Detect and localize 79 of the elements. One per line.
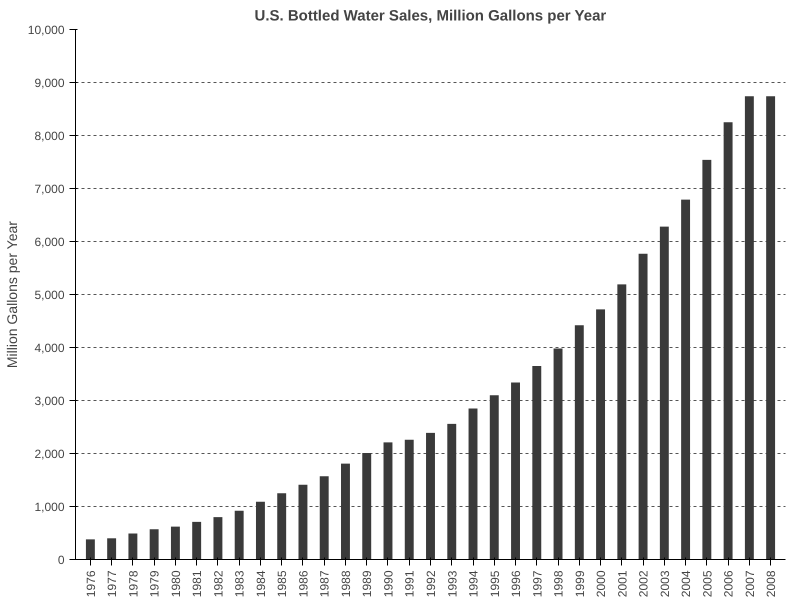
- x-tick-label: 1993: [445, 570, 460, 598]
- bar: [744, 96, 754, 560]
- bar: [170, 526, 180, 560]
- x-tick-label: 1982: [211, 570, 226, 598]
- x-tick-label: 2007: [742, 570, 757, 598]
- x-tick-label: 1987: [318, 570, 332, 598]
- x-tick-label: 1999: [572, 570, 587, 598]
- bar: [660, 226, 669, 560]
- y-tick-label: 3,000: [34, 394, 65, 408]
- x-tick-label: 1989: [360, 570, 374, 598]
- bar: [702, 160, 712, 560]
- x-tick-label: 1986: [296, 570, 310, 598]
- bar: [320, 476, 329, 560]
- bar: [532, 366, 542, 560]
- bar: [596, 309, 606, 560]
- y-tick-label: 4,000: [34, 341, 65, 355]
- y-tick-label: 0: [58, 553, 65, 567]
- bar: [150, 529, 159, 560]
- y-tick-label: 9,000: [34, 76, 65, 90]
- bar: [192, 522, 202, 560]
- bar: [724, 122, 733, 560]
- bar: [404, 440, 414, 560]
- x-tick-label: 1985: [275, 570, 290, 598]
- bar: [468, 408, 478, 560]
- x-tick-label: 1998: [552, 570, 566, 598]
- bar: [766, 96, 776, 560]
- x-tick-label: 1992: [424, 570, 438, 598]
- x-tick-label: 1997: [530, 570, 544, 598]
- y-tick-label: 6,000: [34, 235, 65, 249]
- bar: [107, 538, 116, 560]
- y-tick-label: 1,000: [34, 500, 65, 514]
- x-tick-label: 1996: [509, 570, 524, 598]
- bar: [447, 424, 456, 560]
- x-tick-label: 1991: [402, 570, 417, 598]
- bar: [256, 502, 265, 560]
- x-tick-label: 2003: [658, 570, 672, 598]
- bar: [362, 452, 372, 560]
- y-tick-label: 5,000: [34, 288, 65, 302]
- x-tick-label: 1981: [190, 570, 204, 598]
- x-tick-label: 1983: [232, 570, 247, 598]
- bar: [638, 254, 648, 560]
- x-tick-label: 1977: [105, 570, 120, 598]
- x-tick-label: 1979: [148, 570, 162, 598]
- bar: [554, 348, 563, 560]
- bar: [384, 442, 392, 560]
- bar: [86, 539, 95, 560]
- x-tick-label: 1978: [126, 570, 140, 598]
- x-tick-label: 2008: [764, 570, 778, 598]
- chart-title: U.S. Bottled Water Sales, Million Gallons per Year: [254, 8, 606, 24]
- x-tick-label: 1995: [488, 570, 502, 598]
- bar: [574, 325, 584, 560]
- x-tick-label: 1976: [84, 570, 98, 598]
- x-tick-label: 1990: [381, 570, 396, 598]
- x-tick-label: 2004: [679, 570, 694, 598]
- bar: [298, 484, 308, 560]
- bar: [681, 200, 690, 560]
- y-tick-label: 2,000: [34, 447, 65, 461]
- bar: [234, 510, 244, 560]
- x-tick-label: 2000: [594, 570, 608, 598]
- x-tick-label: 2006: [722, 570, 736, 598]
- y-tick-label: 7,000: [34, 182, 65, 196]
- x-tick-label: 2002: [636, 570, 651, 598]
- x-tick-label: 1988: [338, 570, 353, 598]
- y-tick-label: 10,000: [28, 23, 65, 37]
- bar: [128, 534, 138, 560]
- bar: [490, 395, 499, 560]
- bar: [511, 382, 520, 560]
- bar: [426, 432, 435, 560]
- x-tick-label: 1980: [168, 570, 183, 598]
- x-tick-label: 1984: [254, 570, 268, 598]
- bar: [617, 284, 626, 560]
- bar: [277, 493, 286, 560]
- bar: [213, 517, 222, 560]
- x-tick-label: 2001: [615, 570, 630, 598]
- bar: [341, 464, 350, 560]
- y-tick-label: 8,000: [34, 129, 65, 143]
- y-axis-title: Million Gallons per Year: [4, 220, 20, 368]
- x-tick-label: 1994: [466, 570, 481, 598]
- x-tick-label: 2005: [700, 570, 714, 598]
